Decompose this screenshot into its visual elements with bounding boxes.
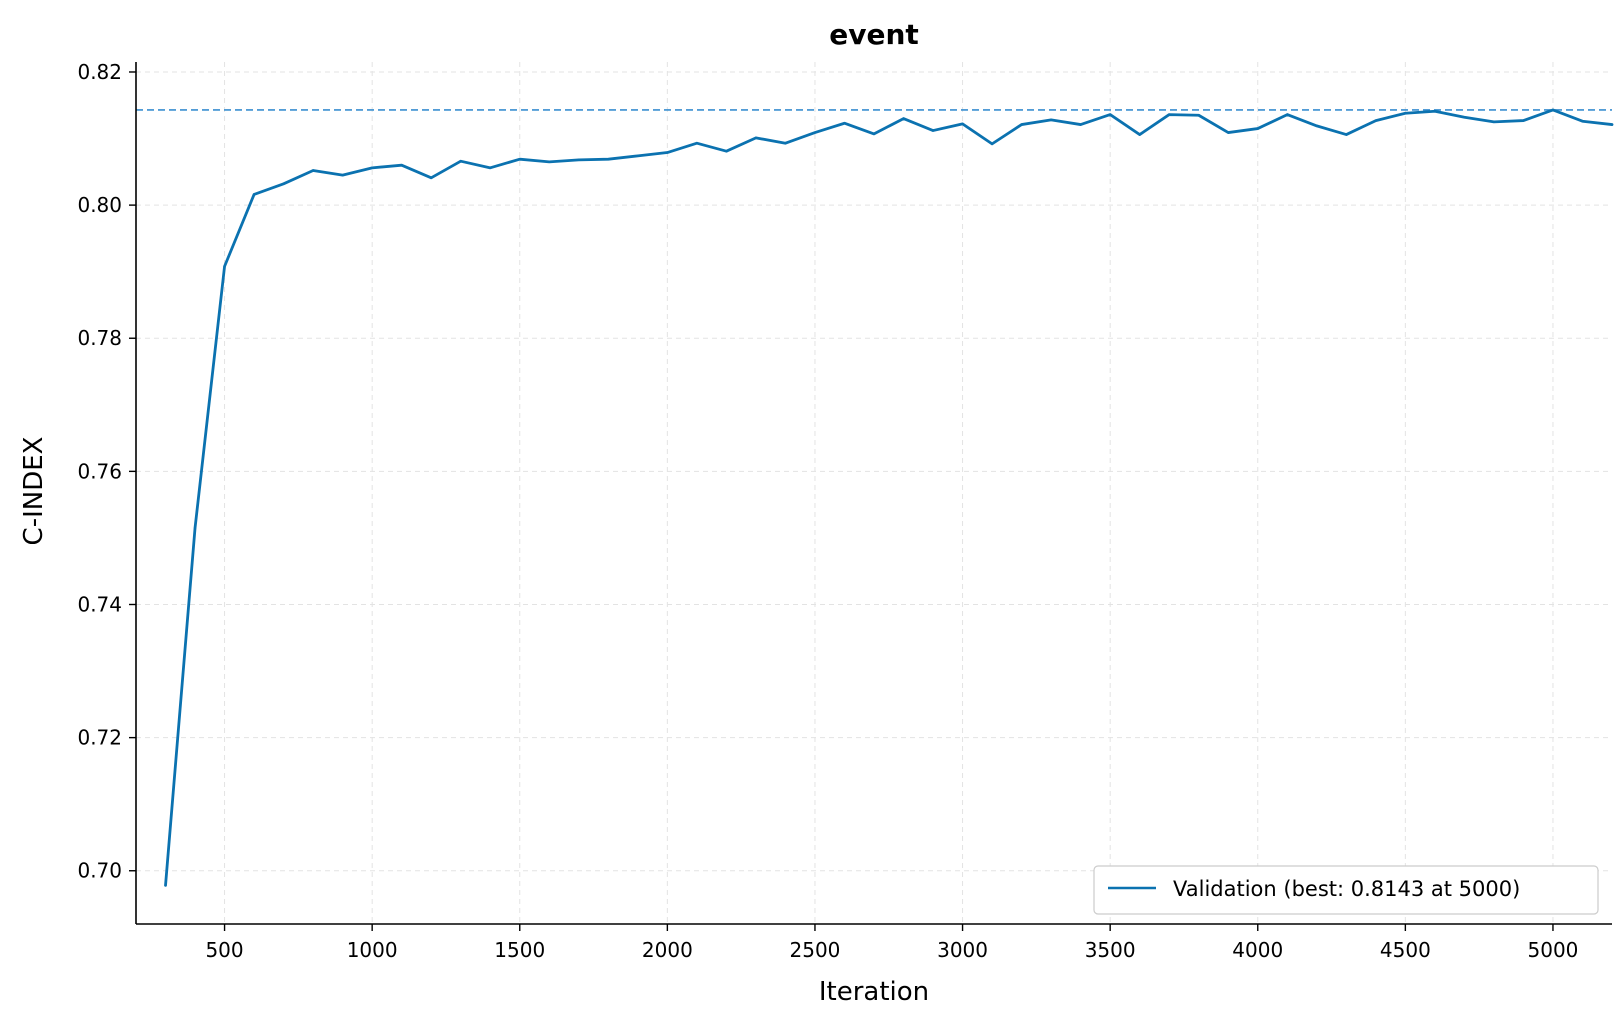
y-axis-label: C-INDEX: [19, 437, 49, 546]
data-point: [1433, 110, 1437, 113]
data-point: [1049, 118, 1053, 122]
data-point: [902, 117, 905, 120]
y-tick-label: 0.72: [77, 726, 122, 750]
x-tick-label: 5000: [1528, 938, 1579, 962]
data-point: [459, 159, 462, 163]
data-point: [961, 122, 964, 126]
x-tick-label: 4500: [1380, 938, 1431, 962]
data-point: [1227, 131, 1230, 134]
legend-entry-label: Validation (best: 0.8143 at 5000): [1173, 877, 1520, 901]
data-point: [193, 526, 197, 530]
y-tick-label: 0.80: [77, 193, 122, 217]
data-point: [489, 166, 492, 170]
data-point: [695, 142, 699, 145]
x-tick-label: 3500: [1085, 938, 1136, 962]
x-tick-label: 1000: [347, 938, 398, 962]
series-line-validation: [164, 108, 1614, 887]
data-point: [341, 173, 344, 177]
data-point: [754, 136, 758, 140]
data-point: [430, 176, 433, 180]
data-point: [872, 132, 876, 136]
data-point: [1315, 124, 1319, 128]
x-tick-label: 500: [205, 938, 243, 962]
data-point: [1286, 113, 1289, 116]
data-point: [1463, 116, 1466, 119]
legend: Validation (best: 0.8143 at 5000): [1093, 865, 1599, 915]
data-point: [1197, 114, 1200, 117]
data-point: [843, 122, 846, 125]
data-point: [1079, 123, 1082, 126]
ticks-layer: 500 1000 1500 2000 2500 3000 3500 4000 4500 5000 0…: [77, 60, 1578, 962]
y-tick-label: 0.82: [77, 60, 122, 84]
data-point: [990, 142, 994, 146]
legend-box: [1093, 865, 1599, 915]
data-point: [311, 169, 315, 172]
data-point: [1138, 133, 1141, 136]
y-tick-label: 0.78: [77, 326, 122, 350]
chart-title: event: [829, 18, 919, 51]
data-point: [1020, 123, 1023, 126]
data-point: [666, 151, 669, 154]
data-point: [1551, 108, 1555, 112]
data-point: [370, 166, 374, 170]
data-point: [1168, 113, 1171, 116]
data-point: [1345, 133, 1348, 136]
data-point: [164, 884, 167, 887]
data-point: [1404, 112, 1407, 115]
data-point: [931, 129, 935, 132]
x-tick-label: 2500: [790, 938, 841, 962]
data-point: [252, 193, 256, 196]
data-point: [548, 160, 551, 164]
y-tick-label: 0.76: [77, 459, 122, 483]
x-tick-label: 4000: [1232, 938, 1283, 962]
data-point: [223, 265, 226, 268]
data-point: [518, 157, 521, 161]
data-point: [607, 157, 610, 161]
y-tick-label: 0.70: [77, 859, 122, 883]
data-point: [784, 142, 787, 145]
data-point: [725, 149, 728, 153]
data-point: [1581, 120, 1584, 123]
data-point: [636, 154, 640, 158]
grid-layer: [136, 62, 1612, 924]
data-point: [400, 163, 403, 167]
series-layer: [164, 108, 1614, 887]
data-point: [1492, 120, 1496, 124]
data-point: [1108, 113, 1112, 116]
data-point: [282, 182, 285, 186]
axes-layer: [135, 62, 1612, 925]
data-point: [813, 131, 817, 134]
data-point: [1522, 119, 1525, 122]
data-point: [1256, 127, 1259, 130]
data-point: [577, 158, 580, 162]
x-tick-label: 1500: [494, 938, 545, 962]
x-tick-label: 2000: [642, 938, 693, 962]
x-axis-label: Iteration: [819, 977, 929, 1007]
data-point: [1610, 123, 1614, 126]
data-point: [1374, 119, 1378, 122]
x-tick-label: 3000: [937, 938, 988, 962]
y-tick-label: 0.74: [77, 592, 122, 616]
